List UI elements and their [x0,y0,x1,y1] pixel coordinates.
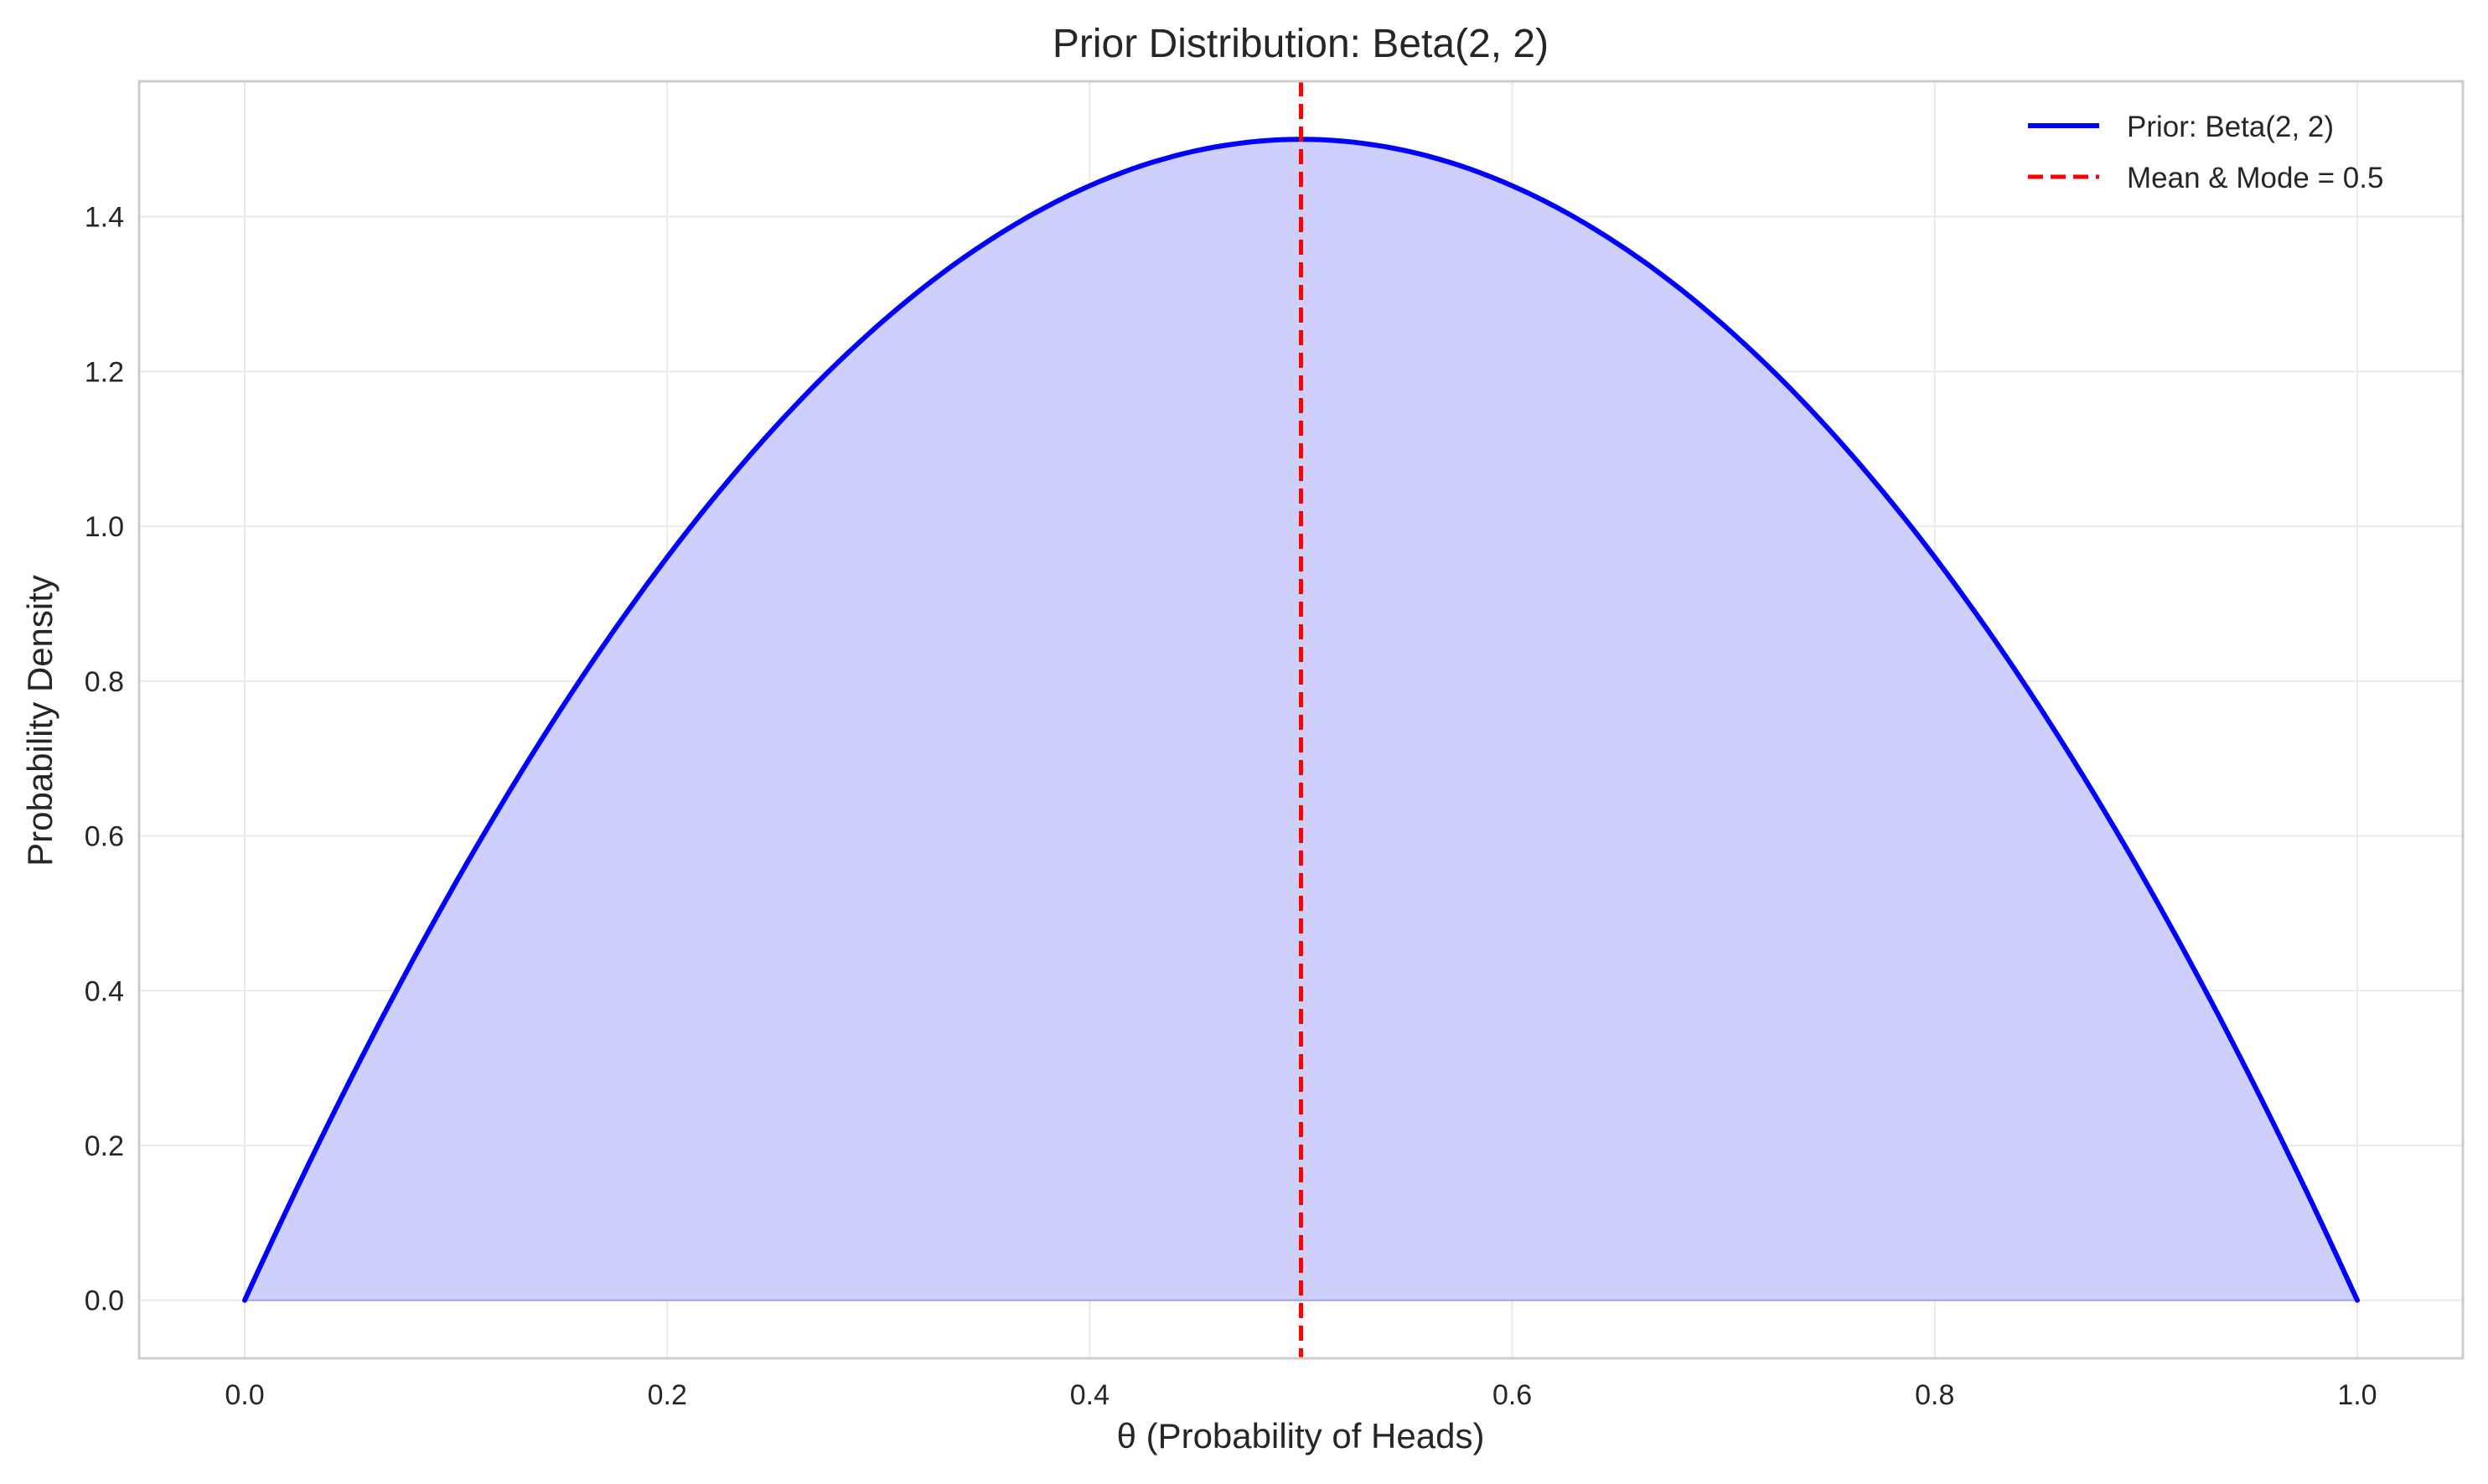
y-axis-label: Probability Density [20,575,59,866]
legend: Prior: Beta(2, 2) Mean & Mode = 0.5 [2028,111,2383,194]
plot-frame [137,80,2465,1360]
legend-label-prior: Prior: Beta(2, 2) [2127,111,2334,143]
y-tick-label: 0.8 [85,666,124,698]
y-tick-label: 0.4 [85,975,124,1007]
chart-title: Prior Distribution: Beta(2, 2) [1053,22,1549,66]
x-tick-label: 0.0 [225,1379,264,1411]
x-tick-label: 0.4 [1070,1379,1110,1411]
x-tick-label: 0.8 [1915,1379,1954,1411]
x-axis-ticks: 0.0 0.2 0.4 0.6 0.8 1.0 [225,1379,2377,1411]
y-tick-label: 1.2 [85,356,124,388]
y-tick-label: 1.0 [85,511,124,543]
x-tick-label: 0.6 [1492,1379,1532,1411]
y-tick-label: 1.4 [85,202,124,234]
y-axis-ticks: 0.0 0.2 0.4 0.6 0.8 1.0 1.2 1.4 [85,202,124,1317]
x-tick-label: 1.0 [2337,1379,2377,1411]
legend-label-mean: Mean & Mode = 0.5 [2127,162,2383,194]
x-axis-label: θ (Probability of Heads) [1117,1416,1485,1456]
y-tick-label: 0.6 [85,821,124,853]
y-tick-label: 0.2 [85,1130,124,1162]
y-tick-label: 0.0 [85,1285,124,1317]
x-tick-label: 0.2 [648,1379,687,1411]
